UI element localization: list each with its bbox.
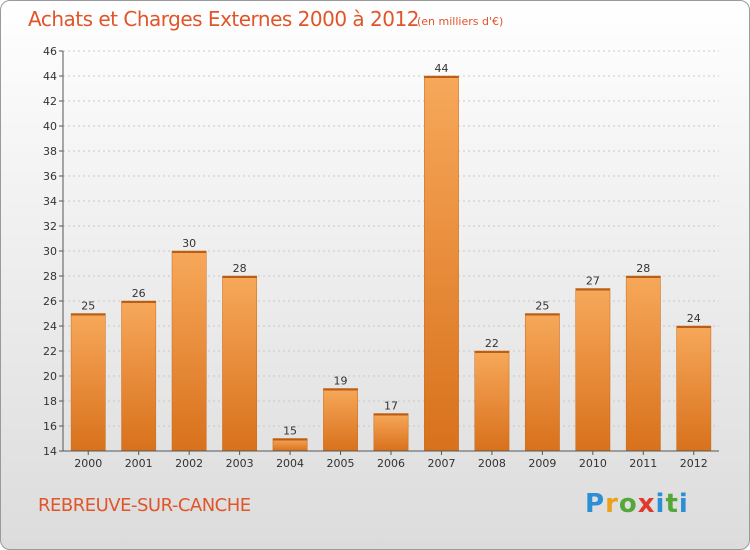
bar-cap	[525, 313, 560, 316]
logo-letter: i	[678, 489, 689, 519]
y-tick-label: 30	[43, 245, 57, 258]
y-tick-label: 42	[43, 95, 57, 108]
unit-note: (en milliers d'€)	[417, 15, 504, 28]
gridlines	[63, 50, 719, 427]
bar	[424, 75, 459, 452]
data-label: 17	[384, 400, 398, 413]
x-tick-label: 2000	[74, 457, 102, 470]
bars: 25 26 30 28 15 19 17 44 22 25 27 28 24	[70, 62, 712, 452]
x-tick-label: 2011	[629, 457, 657, 470]
bar	[323, 388, 358, 452]
chart-title: Achats et Charges Externes 2000 à 2012	[28, 7, 419, 31]
data-label: 25	[535, 300, 549, 313]
y-tick-label: 20	[43, 370, 57, 383]
x-tick-label: 2001	[125, 457, 153, 470]
y-tick-label: 38	[43, 145, 57, 158]
y-tick-label: 28	[43, 270, 57, 283]
y-tick-label: 24	[43, 320, 57, 333]
y-tick-label: 40	[43, 120, 57, 133]
y-tick-label: 26	[43, 295, 57, 308]
bar-cap	[121, 301, 156, 303]
data-label: 28	[233, 262, 247, 275]
logo-letter: r	[605, 489, 619, 519]
y-tick-label: 44	[43, 70, 57, 83]
place-name: REBREUVE-SUR-CANCHE	[38, 495, 251, 516]
bar-cap	[474, 351, 510, 353]
y-tick-label: 32	[43, 220, 57, 233]
bar-cap	[575, 288, 611, 291]
bar	[373, 413, 409, 452]
logo-letter: i	[655, 489, 666, 519]
x-tick-label: 2007	[427, 457, 455, 470]
y-tick-label: 36	[43, 170, 57, 183]
logo-letter: t	[665, 489, 679, 519]
y-tick-label: 46	[43, 45, 57, 58]
logo-letter: x	[637, 489, 656, 519]
y-tick-label: 16	[43, 420, 57, 433]
proxiti-logo: Proxiti	[585, 489, 689, 519]
x-tick-label: 2006	[377, 457, 405, 470]
y-tick-label: 14	[43, 445, 57, 458]
bar-cap	[373, 413, 409, 416]
x-tick-label: 2009	[528, 457, 556, 470]
bar	[171, 250, 207, 452]
bar	[222, 275, 258, 452]
x-tick-label: 2008	[478, 457, 506, 470]
data-label: 19	[334, 375, 348, 388]
y-tick-label: 22	[43, 345, 57, 358]
bar	[575, 288, 611, 452]
bar-cap	[323, 388, 358, 391]
x-tick-label: 2003	[226, 457, 254, 470]
bar	[524, 313, 560, 452]
x-tick-label: 2004	[276, 457, 304, 470]
data-label: 30	[182, 237, 196, 250]
logo-letter: P	[585, 489, 606, 519]
data-label: 44	[434, 62, 448, 75]
bar	[474, 350, 510, 452]
bar-cap	[676, 326, 711, 328]
bar-cap	[71, 313, 106, 316]
x-tick-label: 2005	[327, 457, 355, 470]
x-tick-label: 2010	[579, 457, 607, 470]
bar-cap	[272, 438, 308, 441]
y-tick-label: 18	[43, 395, 57, 408]
logo-letter: o	[618, 489, 638, 519]
bar	[121, 300, 157, 452]
x-tick-label: 2002	[175, 457, 203, 470]
bar	[676, 325, 712, 452]
bar	[625, 275, 661, 452]
bar	[70, 313, 106, 452]
data-label: 26	[132, 287, 146, 300]
data-label: 25	[81, 300, 95, 313]
y-tick-label: 34	[43, 195, 57, 208]
bar-cap	[222, 276, 257, 278]
bar-cap	[171, 251, 207, 253]
data-label: 27	[586, 275, 600, 288]
data-label: 22	[485, 337, 499, 350]
bar-cap	[424, 76, 459, 78]
data-label: 28	[636, 262, 650, 275]
x-tick-label: 2012	[680, 457, 708, 470]
data-label: 24	[687, 312, 701, 325]
data-label: 15	[283, 425, 297, 438]
bar-cap	[626, 276, 661, 278]
axes: 14 16 18 20 22 24 26 28 30 32 34 36 38 40 42 44 46 2000 20…	[43, 45, 719, 470]
